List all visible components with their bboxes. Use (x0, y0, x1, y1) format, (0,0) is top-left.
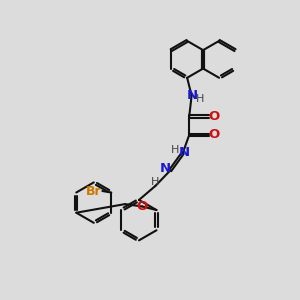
Text: H: H (171, 145, 180, 155)
Text: Br: Br (85, 184, 101, 197)
Text: N: N (178, 146, 189, 159)
Text: N: N (187, 89, 198, 102)
Text: N: N (159, 162, 170, 175)
Text: O: O (136, 200, 148, 213)
Text: H: H (196, 94, 205, 104)
Text: H: H (151, 177, 160, 188)
Text: O: O (209, 110, 220, 123)
Text: O: O (209, 128, 220, 141)
